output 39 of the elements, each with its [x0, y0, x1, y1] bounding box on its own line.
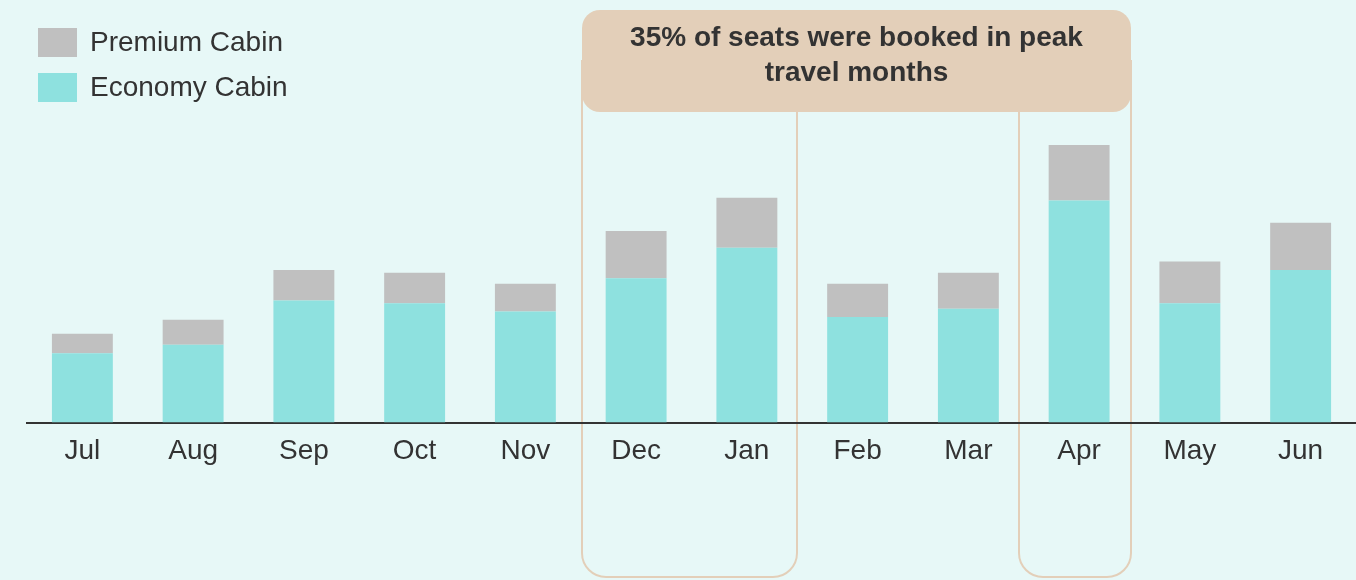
bar [1048, 145, 1110, 201]
bar [51, 353, 113, 423]
bar [716, 247, 778, 423]
text: 35% of seats were booked in peak travel months [630, 21, 1084, 88]
bar [605, 278, 667, 423]
x-tick-label: Oct [392, 434, 437, 466]
bar [827, 317, 889, 423]
bar [605, 231, 667, 279]
x-tick-label: Aug [168, 434, 219, 466]
bar [716, 197, 778, 248]
x-tick-label: Nov [500, 434, 551, 466]
bar [51, 333, 113, 354]
bar [827, 283, 889, 318]
bar [384, 272, 446, 304]
bar [1270, 269, 1332, 423]
bar [937, 272, 999, 309]
x-tick-label: Jul [64, 434, 101, 466]
bar [1270, 222, 1332, 270]
x-tick-label: Sep [278, 434, 329, 466]
legend-label: Premium Cabin [90, 25, 283, 57]
bar [162, 319, 224, 345]
x-tick-label: Mar [944, 434, 993, 466]
bar [494, 311, 556, 423]
bar [162, 344, 224, 423]
bar [273, 269, 335, 301]
bar [937, 308, 999, 423]
bar [384, 303, 446, 423]
bar [1048, 200, 1110, 423]
x-tick-label: Feb [833, 434, 882, 466]
bar [273, 300, 335, 423]
legend-label: Economy Cabin [90, 70, 288, 102]
bar [1159, 261, 1221, 304]
x-tick-label: Apr [1057, 434, 1101, 466]
x-tick-label: Jan [724, 434, 770, 466]
x-tick-label: Dec [611, 434, 662, 466]
x-tick-label: May [1163, 434, 1217, 466]
bar [1159, 303, 1221, 423]
x-tick-label: Jun [1278, 434, 1324, 466]
bar [494, 283, 556, 312]
